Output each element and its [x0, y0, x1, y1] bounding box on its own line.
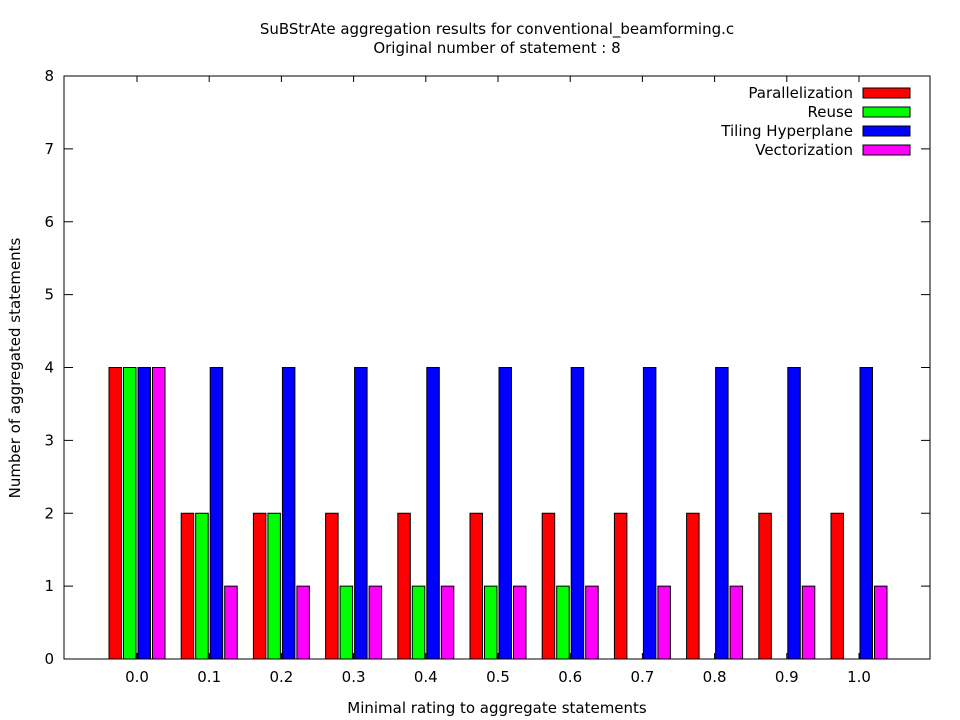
bar	[180, 512, 195, 660]
bar	[152, 367, 166, 660]
legend-swatch	[862, 87, 911, 99]
y-tick-label: 3	[44, 431, 54, 449]
legend-label: Tiling Hyperplane	[720, 122, 853, 140]
x-axis-label: Minimal rating to aggregate statements	[347, 699, 647, 717]
bar	[440, 585, 455, 660]
bar	[874, 585, 888, 660]
bar	[642, 367, 657, 660]
bar	[267, 512, 281, 660]
bar	[613, 512, 628, 660]
y-tick-label: 8	[44, 67, 54, 85]
y-tick-label: 4	[44, 359, 54, 377]
bar	[368, 585, 383, 660]
x-tick-label: 0.3	[342, 668, 366, 686]
x-tick-label: 0.2	[269, 668, 293, 686]
bar	[469, 512, 483, 660]
x-tick-label: 0.0	[125, 668, 149, 686]
bar	[339, 585, 354, 660]
bar	[859, 367, 873, 660]
bar	[715, 367, 729, 660]
bar	[325, 512, 339, 660]
bar	[729, 585, 744, 660]
y-tick-label: 5	[44, 286, 54, 304]
x-tick-label: 0.6	[558, 668, 582, 686]
legend-label: Parallelization	[748, 84, 853, 102]
legend-swatch	[862, 144, 911, 156]
chart-title: SuBStrAte aggregation results for conven…	[260, 20, 734, 39]
legend-label: Reuse	[807, 103, 853, 121]
x-tick-label: 0.5	[486, 668, 510, 686]
bar	[397, 512, 411, 660]
y-axis-label: Number of aggregated statements	[6, 237, 24, 498]
bar	[541, 512, 556, 660]
bar	[209, 367, 224, 660]
y-tick-label: 2	[44, 504, 54, 522]
y-tick-label: 0	[44, 650, 54, 668]
y-tick-label: 6	[44, 213, 54, 231]
bar	[195, 512, 209, 660]
bar	[686, 512, 700, 660]
bar	[498, 367, 512, 660]
bar	[426, 367, 440, 660]
bar	[252, 512, 267, 660]
y-tick-label: 7	[44, 140, 54, 158]
bar	[758, 512, 772, 660]
legend-swatch	[862, 106, 911, 118]
bar	[281, 367, 296, 660]
x-tick-label: 0.7	[630, 668, 654, 686]
bar	[224, 585, 238, 660]
bar	[123, 367, 137, 660]
bar	[513, 585, 527, 660]
bar	[411, 585, 426, 660]
x-tick-label: 0.9	[775, 668, 799, 686]
bar	[657, 585, 671, 660]
chart-subtitle: Original number of statement : 8	[373, 39, 620, 57]
bar	[108, 367, 122, 660]
bar	[296, 585, 310, 660]
bar	[137, 367, 151, 660]
plot-area: 0 1 2 3 4 5 6 7 8 0.0 0.1 0.2 0.3 0.4 0.5 0.6 0.7 0.8 0.9 1…	[44, 67, 931, 686]
bar	[801, 585, 816, 660]
legend-swatch	[862, 125, 911, 137]
bar	[556, 585, 570, 660]
bar	[585, 585, 599, 660]
bar	[484, 585, 498, 660]
bar	[787, 367, 801, 660]
bar	[570, 367, 585, 660]
y-tick-label: 1	[44, 577, 54, 595]
bar	[354, 367, 368, 660]
x-tick-label: 0.4	[414, 668, 438, 686]
bar	[830, 512, 844, 660]
x-tick-label: 0.1	[197, 668, 221, 686]
legend-label: Vectorization	[755, 141, 853, 159]
x-tick-label: 0.8	[703, 668, 727, 686]
x-tick-label: 1.0	[847, 668, 871, 686]
